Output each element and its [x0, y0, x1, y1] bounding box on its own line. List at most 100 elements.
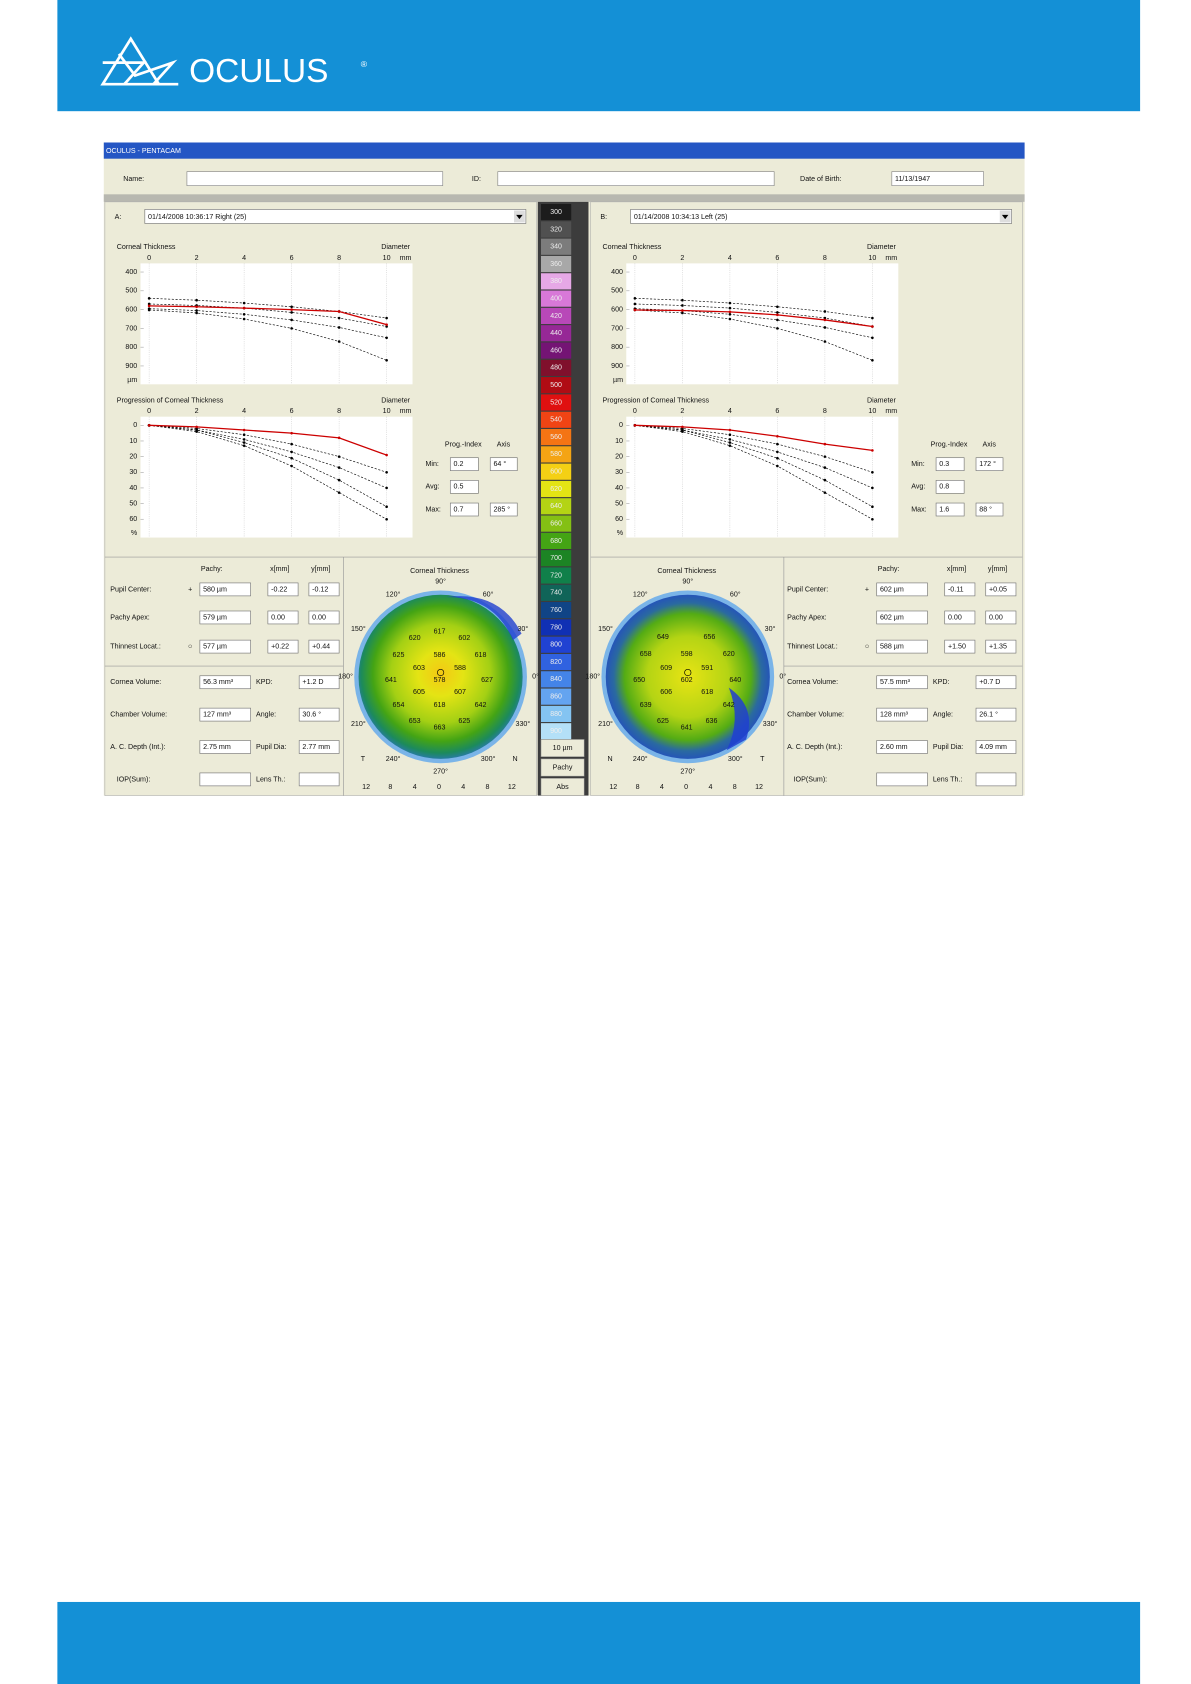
field[interactable] [876, 772, 928, 787]
field[interactable] [935, 502, 965, 517]
prog-label: Avg: [425, 483, 439, 491]
field[interactable] [298, 707, 340, 722]
field[interactable] [298, 740, 340, 754]
curve-point [242, 438, 246, 441]
curve-point [385, 359, 388, 362]
curve-point [195, 309, 198, 312]
y-tick-label: 20 [615, 452, 623, 460]
field[interactable] [944, 639, 976, 654]
scale-label: 760 [550, 607, 562, 614]
field[interactable] [876, 675, 928, 690]
field[interactable] [308, 639, 340, 654]
field[interactable] [876, 610, 928, 625]
field[interactable] [449, 457, 479, 471]
scale-swatch [540, 550, 572, 567]
map-scale-label: 12 [508, 783, 516, 791]
field[interactable] [935, 457, 965, 471]
field[interactable] [975, 502, 1004, 517]
map-scale-label: 8 [388, 783, 392, 791]
field[interactable] [267, 639, 299, 654]
field[interactable] [985, 639, 1017, 654]
x-tick-label: 8 [337, 407, 341, 415]
scale-label: 400 [550, 295, 562, 302]
angle-label: 210° [351, 720, 366, 728]
field[interactable] [975, 457, 1004, 471]
field[interactable] [199, 675, 251, 690]
map-center [437, 668, 445, 677]
field[interactable] [985, 610, 1017, 625]
angle-label: 90° [435, 578, 446, 586]
prog-value: 0.2 [454, 460, 464, 468]
scale-button[interactable] [540, 778, 585, 796]
field[interactable] [944, 582, 976, 597]
field[interactable] [975, 675, 1017, 690]
curve-point [728, 433, 732, 437]
dob-field[interactable] [891, 171, 984, 186]
x-axis-label: Diameter [381, 396, 410, 404]
field[interactable] [975, 772, 1017, 787]
x-tick-label: 0 [147, 407, 151, 415]
curve-point [242, 317, 246, 321]
x-axis-label: Diameter [867, 243, 896, 251]
field[interactable] [199, 582, 251, 597]
field[interactable] [985, 582, 1017, 597]
curve-point [195, 311, 198, 315]
field[interactable] [308, 582, 340, 597]
name-field[interactable] [186, 171, 444, 186]
field[interactable] [876, 582, 928, 597]
field[interactable] [975, 740, 1017, 754]
field[interactable] [199, 707, 251, 722]
row-label: Pachy Apex: [787, 613, 827, 621]
angle-label: 300° [728, 755, 743, 763]
map-value: 620 [723, 650, 735, 658]
field[interactable] [449, 502, 479, 517]
field[interactable] [298, 772, 340, 787]
param-label: Cornea Volume: [110, 678, 161, 686]
plot-area [140, 263, 413, 385]
field[interactable] [975, 707, 1017, 722]
curve [149, 309, 387, 361]
id-field[interactable] [497, 171, 775, 186]
field[interactable] [199, 639, 251, 654]
field[interactable] [876, 740, 928, 754]
curve [149, 424, 387, 507]
field[interactable] [935, 480, 965, 494]
window-title: OCULUS - PENTACAM [106, 147, 181, 155]
map-value: 617 [434, 627, 446, 635]
angle-label: 0° [532, 673, 539, 681]
field[interactable] [876, 707, 928, 722]
field[interactable] [876, 639, 928, 654]
curve-point [290, 456, 293, 460]
exam-select[interactable] [630, 209, 1012, 224]
field[interactable] [267, 610, 299, 625]
scale-swatch [540, 602, 572, 619]
scale-button[interactable] [540, 758, 585, 777]
exam-select[interactable] [144, 209, 527, 224]
scale-swatch [540, 273, 572, 290]
curve-point [147, 424, 151, 427]
field[interactable] [449, 480, 479, 494]
field[interactable] [489, 502, 518, 517]
field[interactable] [199, 772, 251, 787]
row-label: Pupil Center: [787, 585, 828, 593]
scale-label: 320 [550, 226, 562, 233]
scale-button[interactable] [540, 739, 585, 757]
map-value: 620 [409, 634, 421, 642]
column-header: y[mm] [311, 565, 330, 573]
curve-point [385, 316, 388, 320]
param-value: 127 mm³ [203, 710, 232, 718]
field[interactable] [944, 610, 976, 625]
field[interactable] [298, 675, 340, 690]
curve-point [195, 305, 198, 309]
field[interactable] [489, 457, 518, 471]
scale-label: 620 [550, 486, 562, 493]
map-title: Corneal Thickness [657, 567, 716, 575]
field[interactable] [267, 582, 299, 597]
x-axis-unit: mm [400, 407, 412, 415]
field[interactable] [308, 610, 340, 625]
field[interactable] [199, 610, 251, 625]
x-axis-label: Diameter [867, 396, 896, 404]
prog-label: Avg: [911, 483, 925, 491]
row-symbol: ○ [188, 642, 192, 650]
field[interactable] [199, 740, 251, 754]
